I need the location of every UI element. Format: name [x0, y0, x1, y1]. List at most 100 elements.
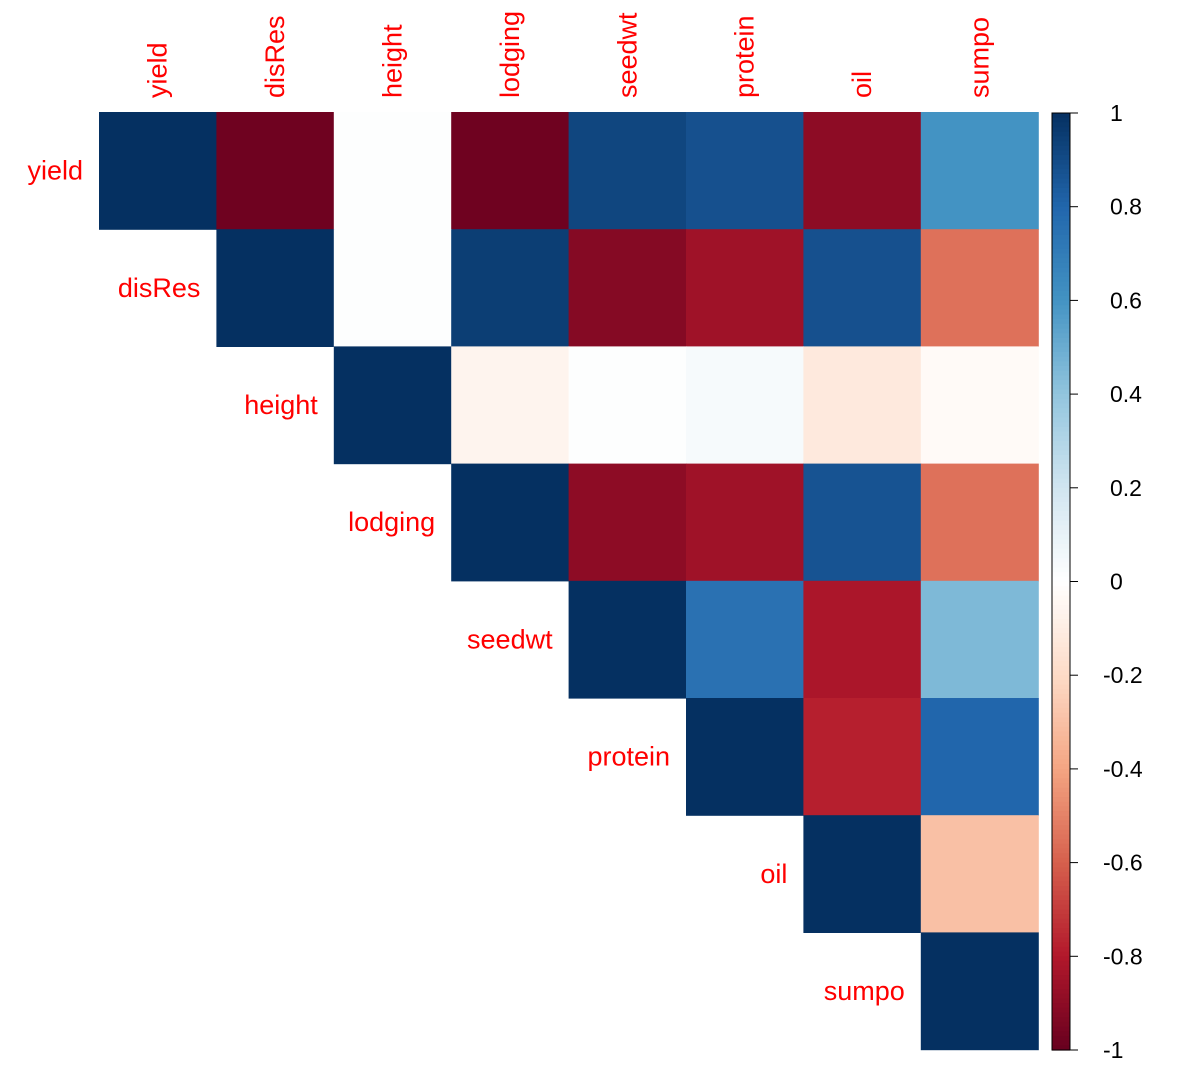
colorbar-segment: [1052, 380, 1070, 386]
colorbar-segment: [1052, 689, 1070, 695]
colorbar-segment: [1052, 581, 1070, 587]
colorbar-segment: [1052, 900, 1070, 906]
heatmap-cell-disRes-oil: [803, 229, 922, 347]
colorbar-segment: [1052, 871, 1070, 878]
colorbar-segment: [1052, 895, 1070, 901]
colorbar-segment: [1052, 675, 1070, 681]
colorbar-segment: [1052, 220, 1070, 227]
heatmap-cell-protein-protein: [686, 698, 804, 816]
column-label-height: height: [378, 24, 408, 98]
colorbar-segment: [1052, 197, 1070, 203]
colorbar-segment: [1052, 1012, 1070, 1018]
colorbar-segment: [1052, 1007, 1070, 1014]
colorbar-segment: [1052, 656, 1070, 662]
column-label-oil: oil: [847, 71, 877, 98]
colorbar-segment: [1052, 993, 1070, 1000]
colorbar-segment: [1052, 918, 1070, 925]
colorbar-segment: [1052, 117, 1070, 123]
row-label-seedwt: seedwt: [467, 624, 553, 654]
colorbar-segment: [1052, 384, 1070, 391]
colorbar-segment: [1052, 801, 1070, 807]
colorbar-segment: [1052, 417, 1070, 423]
heatmap-cell-yield-protein: [686, 112, 804, 230]
colorbar-segment: [1052, 618, 1070, 625]
colorbar-segment: [1052, 544, 1070, 550]
colorbar-segment: [1052, 455, 1070, 461]
colorbar-segment: [1052, 178, 1070, 184]
colorbar-segment: [1052, 183, 1070, 189]
colorbar-segment: [1052, 881, 1070, 887]
colorbar-segment: [1052, 942, 1070, 948]
colorbar-segment: [1052, 173, 1070, 180]
colorbar-segment: [1052, 202, 1070, 208]
colorbar-segment: [1052, 890, 1070, 896]
colorbar-segment: [1052, 722, 1070, 728]
colorbar-segment: [1052, 539, 1070, 545]
colorbar-segment: [1052, 473, 1070, 480]
colorbar-segment: [1052, 726, 1070, 733]
colorbar-segment: [1052, 609, 1070, 615]
colorbar-segment: [1052, 815, 1070, 822]
colorbar-segment: [1052, 839, 1070, 845]
colorbar-segment: [1052, 797, 1070, 803]
column-label-lodging: lodging: [495, 11, 525, 98]
colorbar-segment: [1052, 300, 1070, 306]
heatmap-cell-disRes-height: [333, 229, 452, 347]
colorbar-tick-label: -1: [1103, 1037, 1123, 1063]
colorbar-segment: [1052, 501, 1070, 508]
heatmap-cell-sumpo-sumpo: [920, 932, 1039, 1051]
colorbar-segment: [1052, 1035, 1070, 1042]
colorbar-segment: [1052, 113, 1070, 119]
colorbar-segment: [1052, 956, 1070, 962]
heatmap-cell-oil-sumpo: [920, 815, 1039, 933]
colorbar-segment: [1052, 248, 1070, 255]
colorbar-segment: [1052, 216, 1070, 222]
heatmap-cell-oil-oil: [803, 815, 922, 933]
colorbar-segment: [1052, 272, 1070, 278]
colorbar-segment: [1052, 773, 1070, 779]
colorbar-segment: [1052, 426, 1070, 433]
heatmap-cell-yield-disRes: [216, 112, 335, 230]
colorbar-segment: [1052, 628, 1070, 634]
colorbar-segment: [1052, 586, 1070, 592]
colorbar-segment: [1052, 131, 1070, 138]
colorbar-segment: [1052, 394, 1070, 400]
column-label-protein: protein: [730, 15, 760, 98]
colorbar-segment: [1052, 834, 1070, 840]
colorbar-segment: [1052, 923, 1070, 929]
colorbar-segment: [1052, 347, 1070, 353]
colorbar-segment: [1052, 295, 1070, 301]
heatmap-cell-height-seedwt: [568, 346, 687, 465]
colorbar-segment: [1052, 150, 1070, 156]
colorbar-segment: [1052, 600, 1070, 606]
colorbar-segment: [1052, 703, 1070, 709]
colorbar-segment: [1052, 778, 1070, 784]
heatmap-cell-yield-yield: [99, 112, 217, 230]
colorbar-segment: [1052, 745, 1070, 751]
colorbar-segment: [1052, 750, 1070, 756]
colorbar-segment: [1052, 309, 1070, 316]
heatmap-cell-yield-sumpo: [920, 112, 1039, 230]
colorbar-segment: [1052, 351, 1070, 358]
colorbar-segment: [1052, 487, 1070, 494]
colorbar-segment: [1052, 136, 1070, 142]
colorbar-segment: [1052, 1017, 1070, 1023]
colorbar-segment: [1052, 590, 1070, 597]
colorbar-tick-label: 0.4: [1110, 381, 1142, 407]
colorbar-segment: [1052, 459, 1070, 465]
colorbar-segment: [1052, 127, 1070, 133]
heatmap-cell-seedwt-protein: [686, 580, 804, 699]
row-label-oil: oil: [760, 859, 787, 889]
colorbar-segment: [1052, 886, 1070, 892]
colorbar-segment: [1052, 989, 1070, 995]
colorbar-segment: [1052, 337, 1070, 344]
colorbar-segment: [1052, 572, 1070, 578]
colorbar-segment: [1052, 408, 1070, 414]
colorbar-segment: [1052, 169, 1070, 175]
column-label-disRes: disRes: [260, 15, 290, 98]
heatmap-cell-seedwt-oil: [803, 580, 922, 699]
heatmap-cell-disRes-lodging: [451, 229, 570, 347]
colorbar-segment: [1052, 792, 1070, 798]
heatmap-cell-disRes-seedwt: [568, 229, 687, 347]
colorbar-segment: [1052, 534, 1070, 540]
